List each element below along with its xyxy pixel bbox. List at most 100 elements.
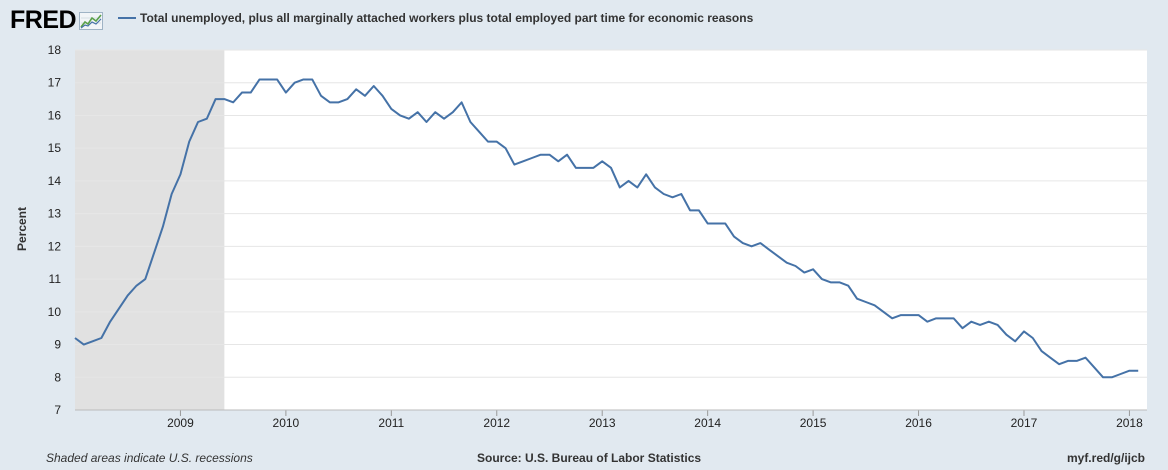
data-point[interactable] bbox=[909, 314, 911, 316]
data-point[interactable] bbox=[821, 278, 823, 280]
data-point[interactable] bbox=[812, 268, 814, 270]
data-point[interactable] bbox=[856, 298, 858, 300]
data-point[interactable] bbox=[882, 311, 884, 313]
data-point[interactable] bbox=[250, 92, 252, 94]
data-point[interactable] bbox=[100, 337, 102, 339]
data-point[interactable] bbox=[601, 160, 603, 162]
data-point[interactable] bbox=[838, 281, 840, 283]
series-line[interactable] bbox=[74, 78, 1139, 379]
data-point[interactable] bbox=[768, 249, 770, 251]
data-point[interactable] bbox=[645, 173, 647, 175]
data-point[interactable] bbox=[566, 154, 568, 156]
data-point[interactable] bbox=[830, 281, 832, 283]
chart-legend[interactable]: Total unemployed, plus all marginally at… bbox=[118, 11, 753, 25]
data-point[interactable] bbox=[786, 262, 788, 264]
data-point[interactable] bbox=[628, 180, 630, 182]
data-point[interactable] bbox=[144, 278, 146, 280]
data-point[interactable] bbox=[1102, 376, 1104, 378]
data-point[interactable] bbox=[74, 337, 76, 339]
data-point[interactable] bbox=[276, 78, 278, 80]
data-point[interactable] bbox=[302, 78, 304, 80]
data-point[interactable] bbox=[557, 160, 559, 162]
data-point[interactable] bbox=[452, 111, 454, 113]
data-point[interactable] bbox=[461, 101, 463, 103]
data-point[interactable] bbox=[171, 193, 173, 195]
data-point[interactable] bbox=[1111, 376, 1113, 378]
data-point[interactable] bbox=[891, 317, 893, 319]
data-point[interactable] bbox=[610, 167, 612, 169]
data-point[interactable] bbox=[1093, 366, 1095, 368]
data-point[interactable] bbox=[918, 314, 920, 316]
data-point[interactable] bbox=[548, 154, 550, 156]
data-point[interactable] bbox=[294, 82, 296, 84]
data-point[interactable] bbox=[584, 167, 586, 169]
data-point[interactable] bbox=[715, 222, 717, 224]
data-point[interactable] bbox=[434, 111, 436, 113]
data-point[interactable] bbox=[592, 167, 594, 169]
data-point[interactable] bbox=[961, 327, 963, 329]
fred-logo[interactable]: FRED bbox=[10, 6, 104, 35]
data-point[interactable] bbox=[944, 317, 946, 319]
data-point[interactable] bbox=[707, 222, 709, 224]
data-point[interactable] bbox=[997, 324, 999, 326]
data-point[interactable] bbox=[127, 294, 129, 296]
data-point[interactable] bbox=[382, 95, 384, 97]
share-link[interactable]: myf.red/g/ijcb bbox=[1066, 451, 1145, 465]
data-point[interactable] bbox=[847, 285, 849, 287]
data-point[interactable] bbox=[1076, 360, 1078, 362]
data-point[interactable] bbox=[654, 186, 656, 188]
data-point[interactable] bbox=[1023, 330, 1025, 332]
data-point[interactable] bbox=[153, 252, 155, 254]
data-point[interactable] bbox=[795, 265, 797, 267]
line-chart[interactable]: 7 8 9 10 11 12 13 14 15 16 17 18 2009 2010 2011 2012 20… bbox=[0, 0, 1168, 447]
data-point[interactable] bbox=[311, 78, 313, 80]
data-point[interactable] bbox=[1120, 373, 1122, 375]
data-point[interactable] bbox=[109, 321, 111, 323]
data-point[interactable] bbox=[803, 272, 805, 274]
data-point[interactable] bbox=[267, 78, 269, 80]
data-point[interactable] bbox=[733, 236, 735, 238]
data-point[interactable] bbox=[162, 226, 164, 228]
data-point[interactable] bbox=[408, 118, 410, 120]
data-point[interactable] bbox=[1084, 357, 1086, 359]
data-point[interactable] bbox=[1014, 340, 1016, 342]
data-point[interactable] bbox=[285, 92, 287, 94]
data-point[interactable] bbox=[83, 344, 85, 346]
data-point[interactable] bbox=[241, 92, 243, 94]
data-point[interactable] bbox=[179, 173, 181, 175]
data-point[interactable] bbox=[364, 95, 366, 97]
data-point[interactable] bbox=[206, 118, 208, 120]
data-point[interactable] bbox=[900, 314, 902, 316]
data-point[interactable] bbox=[1067, 360, 1069, 362]
data-point[interactable] bbox=[188, 141, 190, 143]
data-point[interactable] bbox=[540, 154, 542, 156]
data-point[interactable] bbox=[417, 111, 419, 113]
data-point[interactable] bbox=[320, 95, 322, 97]
data-point[interactable] bbox=[390, 108, 392, 110]
data-point[interactable] bbox=[522, 160, 524, 162]
data-point[interactable] bbox=[373, 85, 375, 87]
data-point[interactable] bbox=[197, 121, 199, 123]
data-point[interactable] bbox=[953, 317, 955, 319]
data-point[interactable] bbox=[346, 98, 348, 100]
data-point[interactable] bbox=[505, 147, 507, 149]
data-point[interactable] bbox=[399, 114, 401, 116]
data-point[interactable] bbox=[979, 324, 981, 326]
data-point[interactable] bbox=[698, 209, 700, 211]
data-point[interactable] bbox=[575, 167, 577, 169]
data-point[interactable] bbox=[329, 101, 331, 103]
data-point[interactable] bbox=[215, 98, 217, 100]
data-point[interactable] bbox=[136, 285, 138, 287]
data-point[interactable] bbox=[926, 321, 928, 323]
data-point[interactable] bbox=[689, 209, 691, 211]
data-point[interactable] bbox=[663, 193, 665, 195]
data-point[interactable] bbox=[874, 304, 876, 306]
data-point[interactable] bbox=[865, 301, 867, 303]
data-point[interactable] bbox=[425, 121, 427, 123]
data-point[interactable] bbox=[1058, 363, 1060, 365]
data-point[interactable] bbox=[469, 121, 471, 123]
data-point[interactable] bbox=[619, 186, 621, 188]
data-point[interactable] bbox=[355, 88, 357, 90]
data-point[interactable] bbox=[742, 242, 744, 244]
data-point[interactable] bbox=[1041, 350, 1043, 352]
